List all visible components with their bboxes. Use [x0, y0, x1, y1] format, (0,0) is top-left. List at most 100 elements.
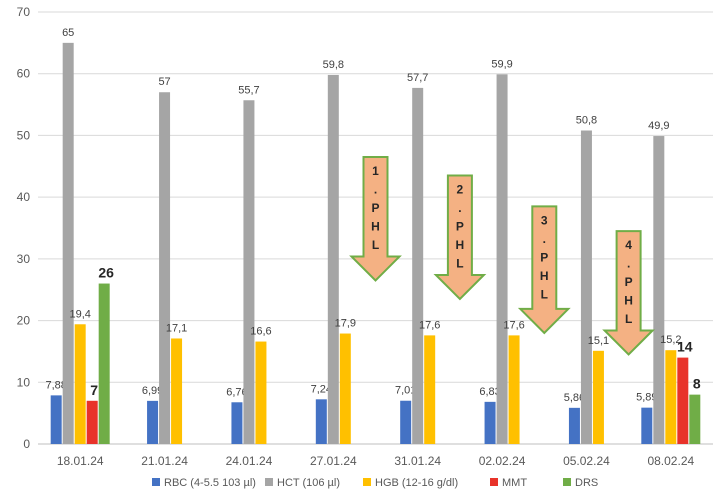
x-tick-label: 05.02.24: [563, 454, 610, 468]
bar-hgb: [339, 333, 351, 444]
data-label: 57,7: [407, 72, 428, 84]
bar-hgb: [592, 350, 604, 444]
bar-drs: [98, 283, 110, 444]
data-label: 7,24: [311, 383, 332, 395]
data-label: 15,1: [588, 335, 609, 347]
x-tick-label: 08.02.24: [647, 454, 694, 468]
data-label: 16,6: [250, 326, 271, 338]
bar-hct: [159, 92, 171, 444]
data-label: 50,8: [576, 114, 597, 126]
x-tick-label: 02.02.24: [479, 454, 526, 468]
x-tick-label: 21.01.24: [141, 454, 188, 468]
data-label: 5,89: [636, 392, 657, 404]
phl-arrow-text: .: [543, 232, 546, 246]
phl-arrow-text: .: [374, 183, 377, 197]
data-label: 49,9: [648, 120, 669, 132]
bar-hgb: [665, 350, 677, 444]
bar-hct: [580, 130, 592, 444]
x-tick-label: 31.01.24: [394, 454, 441, 468]
phl-arrow-text: H: [371, 220, 380, 234]
y-tick-label: 60: [17, 67, 31, 81]
y-tick-label: 30: [17, 252, 31, 266]
phl-arrow-text: L: [372, 238, 379, 252]
bar-rbc: [315, 399, 327, 444]
phl-arrow-text: H: [456, 238, 465, 252]
bar-rbc: [231, 402, 243, 444]
bar-mmt: [86, 400, 98, 444]
data-label: 26: [98, 265, 114, 281]
y-tick-label: 20: [17, 314, 31, 328]
bar-hct: [412, 87, 424, 444]
data-label: 17,1: [166, 322, 187, 334]
data-label: 7: [90, 382, 98, 398]
legend-label: MMT: [502, 477, 527, 489]
phl-arrow-text: L: [625, 312, 632, 326]
data-label: 17,6: [503, 319, 524, 331]
data-label: 6,76: [226, 386, 247, 398]
bar-hgb: [255, 341, 267, 444]
data-label: 19,4: [69, 308, 90, 320]
phl-arrow-text: L: [541, 287, 548, 301]
legend-label: RBC (4-5.5 103 µl): [164, 477, 256, 489]
y-tick-label: 70: [17, 5, 31, 19]
bar-rbc: [484, 401, 496, 444]
phl-arrow-text: P: [540, 250, 548, 264]
phl-arrow-text: P: [625, 275, 633, 289]
data-label: 14: [677, 339, 693, 355]
phl-arrow-text: 4: [625, 238, 632, 252]
phl-arrow-text: H: [540, 269, 549, 283]
data-label: 17,6: [419, 319, 440, 331]
bar-rbc: [568, 407, 580, 444]
legend-label: HGB (12-16 g/dl): [375, 477, 458, 489]
x-tick-label: 24.01.24: [226, 454, 273, 468]
phl-arrow: [433, 174, 487, 301]
bar-hgb: [74, 324, 86, 444]
data-label: 5,86: [564, 392, 585, 404]
phl-arrow-text: P: [371, 201, 379, 215]
data-label: 55,7: [238, 84, 259, 96]
phl-arrow-text: .: [458, 201, 461, 215]
data-label: 6,83: [479, 386, 500, 398]
data-label: 8: [693, 376, 701, 392]
phl-arrow-text: L: [456, 257, 463, 271]
phl-arrow: [349, 156, 402, 282]
legend-swatch: [265, 478, 273, 486]
bar-hgb: [171, 338, 183, 444]
phl-arrow-text: .: [627, 257, 630, 271]
x-tick-label: 27.01.24: [310, 454, 357, 468]
legend-label: DRS: [575, 477, 598, 489]
data-label: 65: [62, 27, 74, 39]
phl-arrow: [602, 230, 656, 356]
bar-rbc: [50, 395, 62, 444]
phl-arrow: [517, 205, 571, 335]
data-label: 7,01: [395, 385, 416, 397]
bar-rbc: [400, 400, 412, 444]
data-label: 17,9: [335, 318, 356, 330]
y-tick-label: 40: [17, 190, 31, 204]
bar-hct: [62, 42, 74, 444]
bar-rbc: [641, 407, 653, 444]
bar-drs: [689, 394, 701, 444]
phl-arrow-text: 2: [457, 183, 464, 197]
y-tick-label: 50: [17, 128, 31, 142]
bar-hct: [327, 74, 339, 444]
legend-swatch: [490, 478, 498, 486]
bar-hct: [653, 136, 665, 444]
legend-swatch: [563, 478, 571, 486]
x-tick-label: 18.01.24: [57, 454, 104, 468]
y-tick-label: 0: [23, 437, 30, 451]
legend-label: HCT (106 µl): [277, 477, 340, 489]
legend-swatch: [363, 478, 371, 486]
bar-mmt: [677, 357, 689, 444]
data-label: 57: [158, 76, 170, 88]
phl-arrow-text: P: [456, 220, 464, 234]
bar-hct: [496, 74, 508, 445]
legend-swatch: [152, 478, 160, 486]
phl-arrow-text: H: [624, 294, 633, 308]
bar-hgb: [508, 335, 520, 444]
y-tick-label: 10: [17, 375, 31, 389]
bar-hct: [243, 100, 255, 444]
phl-arrow-text: 1: [372, 164, 379, 178]
data-label: 59,8: [323, 59, 344, 71]
